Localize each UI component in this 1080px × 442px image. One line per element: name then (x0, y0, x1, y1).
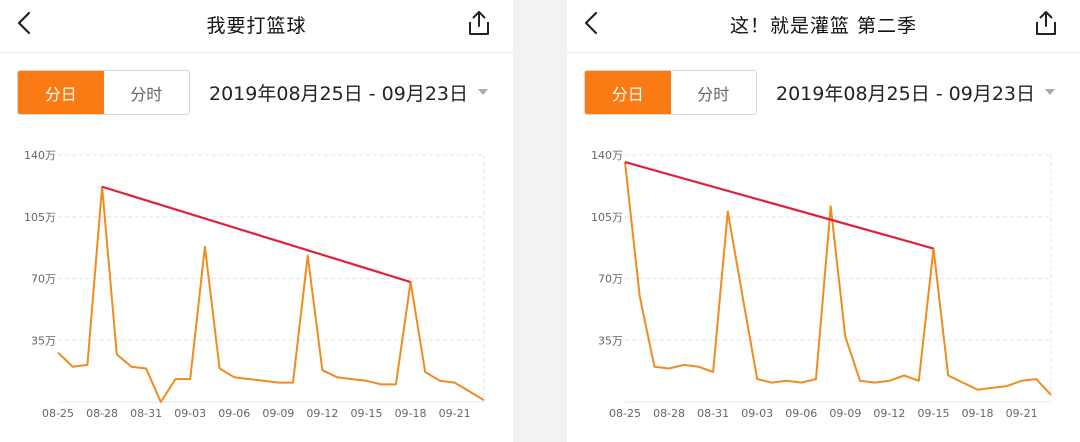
line-chart: 35万 70万 105万 140万 08-25 08-28 08-31 09-03 09-06 0… (24, 149, 485, 420)
tab-by-day[interactable]: 分日 (585, 71, 671, 114)
x-tick-label: 08-25 (609, 407, 641, 420)
x-tick-label: 08-31 (697, 407, 729, 420)
right-panel: 这！就是灌篮 第二季 分日 分时 2019年08月25日 - 09月23日 35… (567, 0, 1080, 442)
x-tick-label: 08-28 (86, 407, 118, 420)
tab-by-day[interactable]: 分日 (18, 71, 104, 114)
nav-header: 我要打篮球 (0, 0, 513, 48)
tab-by-hour[interactable]: 分时 (130, 84, 163, 104)
y-tick-label: 140万 (591, 149, 623, 162)
x-tick-label: 09-12 (873, 407, 905, 420)
x-tick-label: 09-06 (218, 407, 250, 420)
x-tick-label: 09-18 (962, 407, 994, 420)
x-tick-label: 08-28 (653, 407, 685, 420)
granularity-toggle: 分日 分时 (584, 70, 757, 115)
page-title: 这！就是灌篮 第二季 (729, 15, 918, 37)
header-divider (567, 52, 1080, 53)
x-tick-label: 09-09 (829, 407, 861, 420)
caret-down-icon (1045, 88, 1055, 95)
y-tick-label: 105万 (24, 211, 56, 224)
y-tick-label: 140万 (24, 149, 56, 162)
page-title: 我要打篮球 (206, 15, 307, 37)
trend-line (624, 160, 934, 250)
y-tick-label: 70万 (598, 273, 623, 286)
granularity-toggle: 分日 分时 (17, 70, 190, 115)
date-range-selector[interactable]: 2019年08月25日 - 09月23日 (776, 79, 1055, 106)
share-icon[interactable] (465, 9, 493, 37)
x-tick-label: 09-15 (350, 407, 382, 420)
x-tick-label: 09-03 (741, 407, 773, 420)
y-tick-label: 105万 (591, 211, 623, 224)
x-tick-label: 09-06 (785, 407, 817, 420)
back-arrow-icon[interactable] (581, 10, 603, 36)
x-tick-label: 09-21 (1006, 407, 1038, 420)
header-divider (0, 52, 513, 53)
x-tick-label: 09-09 (262, 407, 294, 420)
trend-line (101, 185, 411, 284)
series-line (624, 161, 1052, 396)
y-tick-label: 70万 (31, 273, 56, 286)
line-chart: 35万 70万 105万 140万 08-25 08-28 08-31 09-03 09-06 0… (591, 149, 1052, 420)
nav-header: 这！就是灌篮 第二季 (567, 0, 1080, 48)
date-range-label: 2019年08月25日 - 09月23日 (209, 83, 468, 105)
series-line (57, 185, 485, 403)
x-tick-label: 09-18 (395, 407, 427, 420)
x-tick-label: 09-03 (174, 407, 206, 420)
tab-by-hour[interactable]: 分时 (697, 84, 730, 104)
caret-down-icon (478, 88, 488, 95)
date-range-label: 2019年08月25日 - 09月23日 (776, 83, 1035, 105)
left-panel: 我要打篮球 分日 分时 2019年08月25日 - 09月23日 35万 70万 1… (0, 0, 513, 442)
date-range-selector[interactable]: 2019年08月25日 - 09月23日 (209, 79, 488, 106)
share-icon[interactable] (1032, 9, 1060, 37)
x-tick-label: 09-15 (917, 407, 949, 420)
y-tick-label: 35万 (598, 334, 623, 347)
y-tick-label: 35万 (31, 334, 56, 347)
x-tick-label: 08-25 (42, 407, 74, 420)
x-tick-label: 09-21 (439, 407, 471, 420)
back-arrow-icon[interactable] (14, 10, 36, 36)
x-tick-label: 09-12 (306, 407, 338, 420)
x-tick-label: 08-31 (130, 407, 162, 420)
